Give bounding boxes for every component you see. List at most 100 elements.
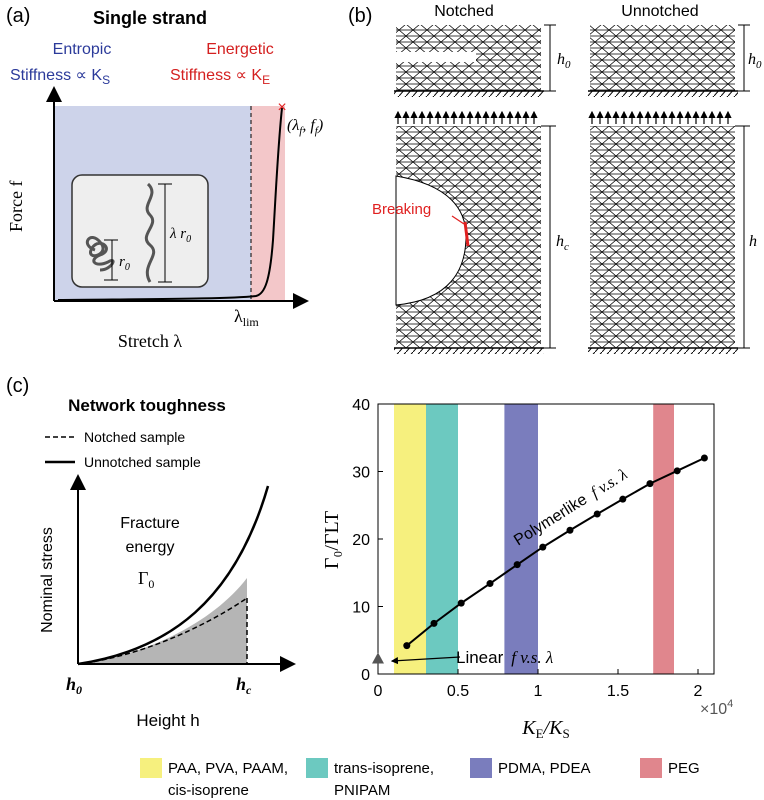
data-point — [619, 495, 627, 503]
entropic-sub: S — [102, 73, 110, 87]
data-point — [513, 561, 521, 569]
data-point — [457, 599, 465, 607]
y-tick-label: 40 — [352, 397, 370, 414]
legend-label-line2: PNIPAM — [334, 782, 390, 799]
panel-c-title: Network toughness — [68, 396, 226, 415]
h0-label-unnotched: h — [748, 51, 756, 68]
unnotched-curve — [77, 485, 270, 666]
chart-y-label: Γ₀/ΓLT — [321, 511, 343, 569]
data-point — [566, 526, 574, 534]
data-point — [486, 580, 494, 588]
unnotched-mesh-stretched — [590, 126, 735, 348]
breaking-marker — [463, 221, 470, 247]
material-bands — [394, 404, 674, 674]
hc-label: h — [556, 233, 564, 250]
x-tick-label: 2 — [694, 683, 703, 700]
h0-tick-label: h — [66, 674, 76, 694]
r0-label: r — [119, 254, 125, 270]
fracture-energy-area — [78, 578, 247, 664]
panel-c-label: (c) — [6, 375, 29, 397]
legend-swatch — [640, 758, 662, 778]
data-point — [539, 543, 547, 551]
failure-marker: × — [277, 99, 286, 116]
legend-label: trans-isoprene, — [334, 760, 434, 777]
legend-swatch — [470, 758, 492, 778]
coiled-strand — [85, 236, 115, 272]
failure-point-label: (λ — [287, 117, 299, 134]
data-point — [430, 619, 438, 627]
linear-point-marker — [372, 652, 384, 664]
svg-text:Stiffness ∝ KE: Stiffness ∝ KE — [170, 67, 270, 87]
x-tick-label: 0.5 — [447, 683, 469, 700]
h-label: h — [749, 233, 757, 250]
energetic-label: Energetic — [206, 41, 274, 58]
y-tick-label: 30 — [352, 465, 370, 482]
inset-box — [71, 174, 209, 288]
legend-swatch — [306, 758, 328, 778]
panel-b-label: (b) — [348, 5, 372, 27]
energy-label: energy — [126, 539, 175, 556]
legend-unnotched-label: Unnotched sample — [84, 454, 201, 470]
x-tick-label: 1.5 — [607, 683, 629, 700]
breaking-label: Breaking — [372, 201, 431, 218]
svg-text:(λf, ff): (λf, ff) — [287, 117, 323, 137]
data-point — [646, 480, 654, 488]
unnotched-mesh-initial — [590, 25, 735, 91]
panel-a: (a) Single strand Entropic Stiffness ∝ K… — [6, 5, 323, 351]
data-point — [673, 467, 681, 475]
energetic-sub: E — [262, 73, 270, 87]
svg-text:h0: h0 — [66, 674, 82, 697]
data-point — [403, 642, 411, 650]
svg-text:hc: hc — [236, 674, 252, 697]
x-multiplier: ×10 — [700, 701, 727, 718]
band-1 — [426, 404, 458, 674]
data-point — [593, 510, 601, 518]
linear-arrow — [390, 656, 461, 665]
x-tick-label: 1 — [534, 683, 543, 700]
svg-text:h0: h0 — [748, 51, 762, 71]
notched-label: Notched — [434, 3, 494, 20]
svg-text:Stiffness ∝ KS: Stiffness ∝ KS — [10, 67, 110, 87]
y-tick-label: 10 — [352, 600, 370, 617]
svg-text:h0: h0 — [557, 51, 571, 71]
polymerlike-series — [372, 454, 708, 664]
y-tick-label: 20 — [352, 532, 370, 549]
gamma0-label: Γ — [138, 568, 148, 588]
svg-text:×104: ×104 — [700, 698, 733, 718]
fracture-label: Fracture — [120, 515, 180, 532]
legend-swatch — [140, 758, 162, 778]
h0-label-notched: h — [557, 51, 565, 68]
lambda-r0-label: λ r — [169, 226, 186, 242]
material-legend: PAA, PVA, PAAM, cis-isoprene trans-isopren… — [140, 758, 700, 799]
svg-text:λlim: λlim — [234, 306, 259, 329]
legend-notched-label: Notched sample — [84, 429, 185, 445]
unnotched-label: Unnotched — [621, 3, 698, 20]
panel-a-title: Single strand — [93, 8, 207, 28]
force-axis-label: Force f — [6, 181, 26, 232]
x-tick-label: 0 — [374, 683, 383, 700]
stretch-axis-label: Stretch λ — [118, 331, 182, 351]
chart-x-label: KE/KS — [521, 717, 569, 741]
stretched-strand — [144, 182, 156, 283]
y-tick-label: 0 — [361, 667, 370, 684]
svg-text:Γ0: Γ0 — [138, 568, 154, 591]
notched-curve — [77, 597, 248, 665]
data-point — [700, 454, 708, 462]
nominal-stress-label: Nominal stress — [39, 527, 56, 633]
linear-label: Linear — [456, 648, 504, 667]
pull-arrows-unnotched — [588, 110, 732, 124]
band-0 — [394, 404, 426, 674]
entropic-stiffness-label: Stiffness ∝ K — [10, 67, 102, 84]
hc-tick-label: h — [236, 674, 246, 694]
svg-text:hc: hc — [556, 233, 569, 253]
legend-label: PEG — [668, 760, 700, 777]
panel-c-left: (c) Network toughness Notched sample Unn… — [6, 375, 296, 730]
series-line — [406, 457, 705, 647]
svg-text:λ r0: λ r0 — [169, 226, 191, 245]
svg-text:r0: r0 — [119, 254, 130, 273]
initial-notch — [396, 52, 476, 62]
